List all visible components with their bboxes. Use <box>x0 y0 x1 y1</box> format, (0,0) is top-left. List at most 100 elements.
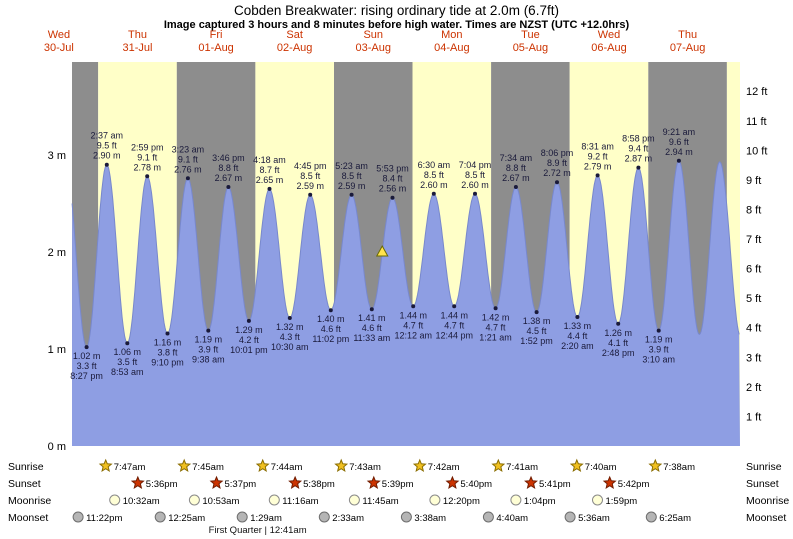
day-label-weekday: Thu <box>128 29 147 41</box>
low-tide-dot <box>575 315 580 319</box>
low-tide-annotation-line: 3.5 ft <box>117 357 138 367</box>
high-tide-annotation-line: 6:30 am <box>418 160 451 170</box>
sunrise-time: 7:43am <box>349 462 381 473</box>
right-axis-tick-label: 9 ft <box>746 175 761 187</box>
moonset-icon <box>236 511 248 523</box>
sunset-star-icon <box>366 475 381 489</box>
high-tide-annotation-line: 4:18 am <box>253 155 286 165</box>
high-tide-annotation-line: 2.56 m <box>379 184 407 194</box>
tide-curve <box>71 160 740 348</box>
low-tide-annotation-line: 4.7 ft <box>486 322 507 332</box>
high-tide-dot <box>595 173 600 178</box>
sunset-time: 5:36pm <box>146 479 178 490</box>
sunset-time: 5:39pm <box>382 479 414 490</box>
high-tide-annotation-line: 7:34 am <box>500 153 533 163</box>
day-label-date: 06-Aug <box>591 42 626 54</box>
low-tide-annotation-line: 8:27 pm <box>70 371 103 381</box>
high-tide-annotation-line: 5:23 am <box>335 161 368 171</box>
high-tide-annotation-line: 8.5 ft <box>300 171 321 181</box>
high-tide-annotation-line: 2.87 m <box>625 154 653 164</box>
sunset-star-icon <box>288 475 303 489</box>
page-title: Cobden Breakwater: rising ordinary tide … <box>234 3 559 18</box>
high-tide-annotation-line: 8.5 ft <box>465 170 486 180</box>
low-tide-annotation-line: 4.3 ft <box>280 332 301 342</box>
low-tide-annotation-line: 9:38 am <box>192 355 225 365</box>
sunrise-star-icon <box>177 458 192 472</box>
high-tide-annotation-line: 2.67 m <box>215 173 243 183</box>
low-tide-annotation-line: 8:53 am <box>111 367 144 377</box>
high-tide-annotation-line: 8.5 ft <box>424 170 445 180</box>
high-tide-annotation-line: 9.2 ft <box>588 151 609 161</box>
day-label-weekday: Thu <box>678 29 697 41</box>
high-tide-annotation-line: 2.59 m <box>296 181 324 191</box>
moonset-time: 12:25am <box>168 513 205 524</box>
day-label-date: 05-Aug <box>513 42 548 54</box>
moonset-time: 2:33am <box>332 513 364 524</box>
day-label-date: 04-Aug <box>434 42 469 54</box>
low-tide-annotation-line: 4.7 ft <box>403 320 424 330</box>
right-axis-tick-label: 8 ft <box>746 205 761 217</box>
moonset-time: 5:36am <box>578 513 610 524</box>
moonrise-icon <box>348 494 360 506</box>
high-tide-annotation-line: 9.4 ft <box>628 144 649 154</box>
high-tide-annotation-line: 8.8 ft <box>506 163 527 173</box>
high-tide-annotation-line: 4:45 pm <box>294 161 327 171</box>
low-tide-annotation-line: 9:10 pm <box>151 358 184 368</box>
low-tide-annotation-line: 1.26 m <box>604 328 632 338</box>
moonrise-icon <box>510 494 522 506</box>
low-tide-dot <box>84 345 89 350</box>
low-tide-dot <box>656 328 661 333</box>
high-tide-dot <box>185 176 190 181</box>
moonset-icon <box>154 511 166 523</box>
day-label-date: 30-Jul <box>44 42 74 54</box>
low-tide-annotation-line: 11:33 am <box>353 333 390 343</box>
right-axis-tick-label: 10 ft <box>746 145 767 157</box>
sunrise-star-icon <box>334 458 349 472</box>
moonset-icon <box>72 511 84 523</box>
low-tide-annotation-line: 1.42 m <box>482 312 510 322</box>
astro-row-label-left-moonrise: Moonrise <box>8 495 51 507</box>
day-label-date: 31-Jul <box>123 42 153 54</box>
high-tide-annotation-line: 2:37 am <box>91 131 124 141</box>
moonrise-time: 10:53am <box>202 496 239 507</box>
high-tide-annotation-line: 2:59 pm <box>131 142 164 152</box>
high-tide-annotation-line: 2.78 m <box>133 162 161 172</box>
moonrise-time: 11:16am <box>282 496 318 507</box>
moon-phase-footer: First Quarter | 12:41am <box>209 525 307 536</box>
moonrise-icon <box>109 494 121 506</box>
day-label-weekday: Tue <box>521 29 540 41</box>
high-tide-annotation-line: 2.65 m <box>256 175 284 185</box>
high-tide-annotation-line: 2.60 m <box>420 180 448 190</box>
low-tide-annotation-line: 4.5 ft <box>527 326 548 336</box>
low-tide-annotation-line: 1.19 m <box>195 335 223 345</box>
moonset-icon <box>482 511 494 523</box>
high-tide-annotation-line: 2.79 m <box>584 161 612 171</box>
high-tide-dot <box>636 165 641 170</box>
left-axis-tick-label: 0 m <box>48 441 66 453</box>
sunset-star-icon <box>130 475 145 489</box>
low-tide-dot <box>534 310 539 315</box>
low-tide-annotation-line: 3:10 am <box>642 355 675 365</box>
moonset-time: 11:22pm <box>86 513 122 524</box>
sunrise-star-icon <box>569 458 584 472</box>
low-tide-annotation-line: 12:12 am <box>394 330 432 340</box>
low-tide-annotation-line: 2:20 am <box>561 341 594 351</box>
sunrise-time: 7:45am <box>192 462 224 473</box>
moonrise-icon <box>592 494 603 506</box>
low-tide-dot <box>125 341 130 346</box>
low-tide-dot <box>287 316 292 320</box>
low-tide-annotation-line: 4.6 ft <box>362 323 383 333</box>
right-axis-tick-label: 3 ft <box>746 352 761 364</box>
sunrise-star-icon <box>412 458 427 472</box>
high-tide-annotation-line: 2.60 m <box>461 180 489 190</box>
sunrise-time: 7:41am <box>506 462 538 473</box>
low-tide-annotation-line: 4.4 ft <box>567 331 588 341</box>
low-tide-annotation-line: 1.06 m <box>114 347 142 357</box>
low-tide-annotation-line: 10:01 pm <box>230 345 268 355</box>
day-label-weekday: Sat <box>286 29 303 41</box>
day-label-date: 01-Aug <box>198 42 233 54</box>
high-tide-dot <box>555 180 559 185</box>
sunrise-star-icon <box>491 458 506 472</box>
